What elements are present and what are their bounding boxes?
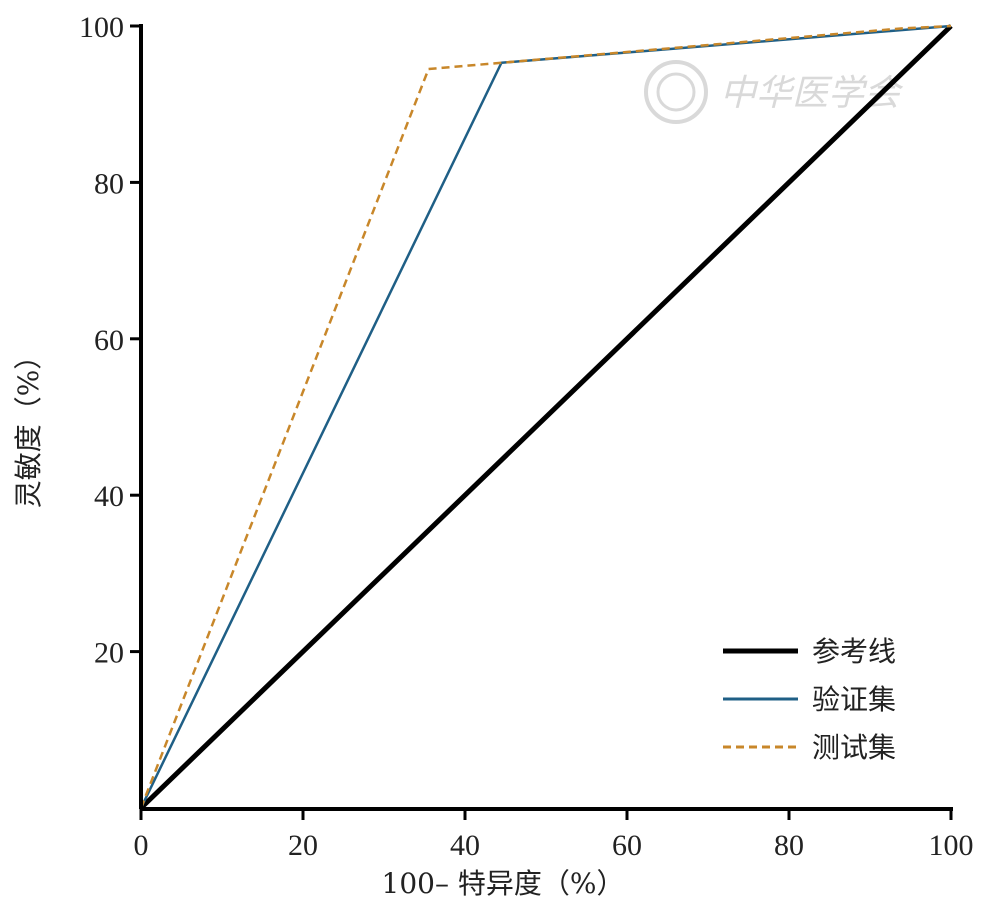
y-axis-title: 灵敏度（%） bbox=[12, 342, 45, 509]
y-tick-label: 60 bbox=[94, 324, 124, 357]
legend-label: 验证集 bbox=[812, 683, 896, 716]
watermark-text: 中华医学会 bbox=[720, 73, 904, 114]
y-tick-label: 20 bbox=[94, 637, 124, 670]
x-tick-label: 20 bbox=[288, 829, 318, 862]
x-axis-title: 100– 特异度（%） bbox=[382, 867, 625, 900]
legend-label: 参考线 bbox=[812, 635, 896, 668]
watermark: 中华医学会 bbox=[644, 60, 904, 124]
x-tick-label: 0 bbox=[134, 829, 149, 862]
x-tick-label: 80 bbox=[774, 829, 804, 862]
y-tick-label: 80 bbox=[94, 167, 124, 200]
x-tick-label: 100 bbox=[929, 829, 974, 862]
series-line-1 bbox=[139, 24, 952, 809]
series-line-0 bbox=[139, 24, 953, 810]
legend-label: 测试集 bbox=[812, 731, 896, 764]
x-ticks: 0 20 40 60 80 100 bbox=[134, 809, 974, 862]
watermark-seal-icon bbox=[644, 60, 708, 124]
y-ticks: 20 40 60 80 100 bbox=[79, 11, 141, 670]
y-tick-label: 40 bbox=[94, 480, 124, 513]
x-tick-label: 60 bbox=[612, 829, 642, 862]
series-layer bbox=[139, 24, 953, 810]
y-tick-label: 100 bbox=[79, 11, 124, 44]
x-tick-label: 40 bbox=[450, 829, 480, 862]
